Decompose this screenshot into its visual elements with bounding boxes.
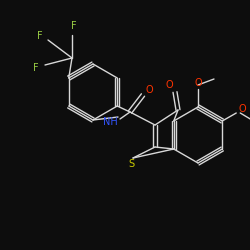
Text: O: O (194, 78, 202, 88)
Text: O: O (145, 85, 153, 95)
Text: F: F (37, 31, 43, 41)
Text: S: S (128, 159, 134, 169)
Text: O: O (238, 104, 246, 114)
Text: NH: NH (103, 117, 118, 127)
Text: F: F (33, 63, 39, 73)
Text: O: O (165, 80, 173, 90)
Text: F: F (71, 21, 77, 31)
